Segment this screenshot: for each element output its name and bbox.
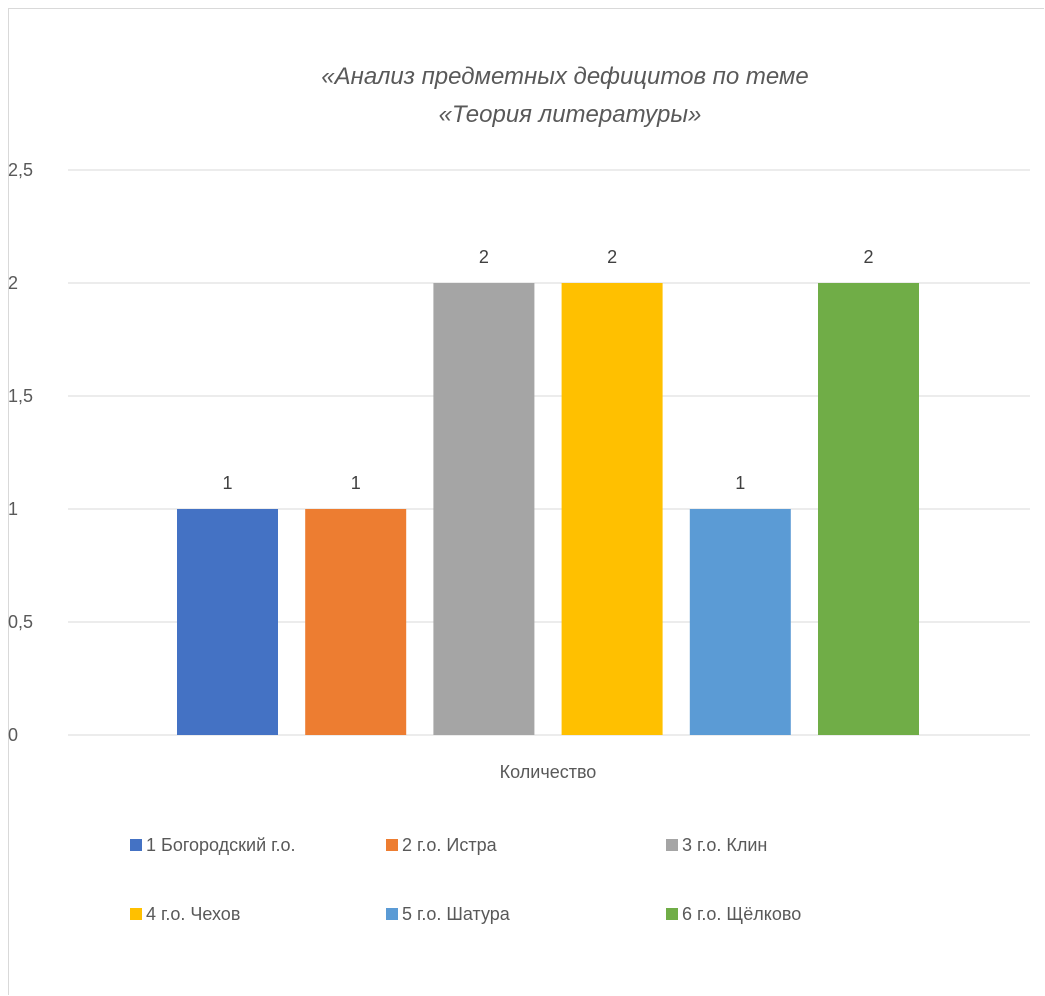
chart-title-line-1: «Анализ предметных дефицитов по теме [321, 63, 808, 90]
bar [177, 509, 278, 735]
legend-item-label: 5 г.о. Шатура [402, 904, 511, 924]
data-label: 2 [479, 247, 489, 267]
chart-frame [8, 8, 1044, 995]
y-tick-label: 0,5 [8, 612, 33, 632]
chart-title-line-2: «Теория литературы» [439, 101, 702, 128]
legend-item-label: 4 г.о. Чехов [146, 904, 240, 924]
data-label: 2 [607, 247, 617, 267]
legend-item-label: 2 г.о. Истра [402, 835, 498, 855]
legend-swatch [666, 908, 678, 920]
data-label: 1 [735, 473, 745, 493]
legend-swatch [386, 839, 398, 851]
y-tick-label: 1 [8, 499, 18, 519]
legend: 1 Богородский г.о. 2 г.о. Истра 3 г.о. Кли… [130, 835, 801, 924]
y-tick-label: 0 [8, 725, 18, 745]
y-tick-label: 2,5 [8, 160, 33, 180]
y-axis-ticks: 0 0,5 1 1,5 2 2,5 [8, 160, 33, 745]
legend-swatch [666, 839, 678, 851]
data-label: 2 [863, 247, 873, 267]
category-label: Количество [500, 762, 597, 782]
y-tick-label: 2 [8, 273, 18, 293]
bar [818, 283, 919, 735]
data-label: 1 [351, 473, 361, 493]
bar [433, 283, 535, 735]
bar [561, 283, 663, 735]
bar [305, 509, 407, 735]
legend-swatch [386, 908, 398, 920]
legend-swatch [130, 908, 142, 920]
bars [177, 283, 919, 735]
legend-item-label: 3 г.о. Клин [682, 835, 767, 855]
legend-item-label: 6 г.о. Щёлково [682, 904, 801, 924]
bar [689, 509, 791, 735]
legend-swatch [130, 839, 142, 851]
data-label: 1 [222, 473, 232, 493]
y-tick-label: 1,5 [8, 386, 33, 406]
legend-item-label: 1 Богородский г.о. [146, 835, 296, 855]
data-labels: 1 1 2 2 1 2 [222, 247, 873, 493]
